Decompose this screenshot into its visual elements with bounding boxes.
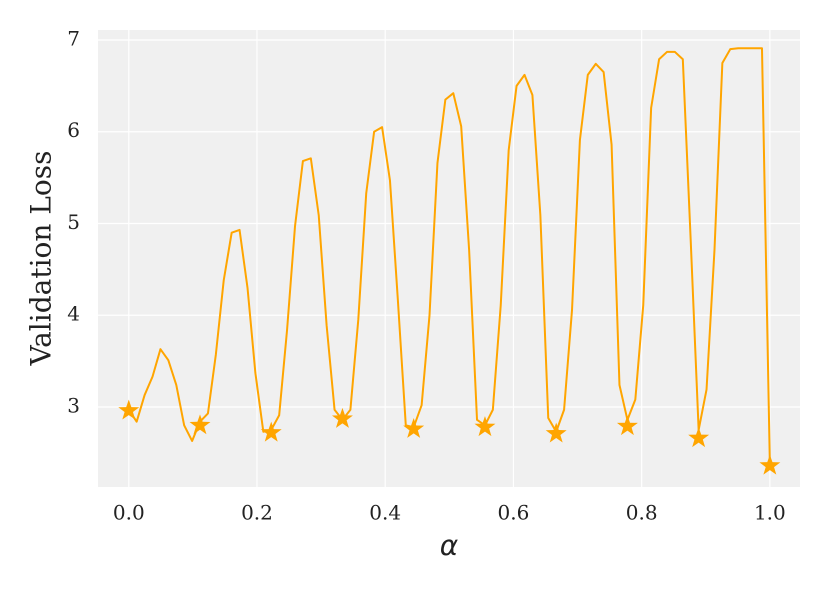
line	[127, 47, 771, 465]
y-axis-label: Validation Loss	[25, 150, 58, 366]
y-tick-label: 6	[67, 118, 80, 142]
y-tick-label: 7	[67, 27, 80, 51]
star-marker	[616, 415, 638, 436]
x-tick-label: 0.0	[113, 501, 145, 525]
star-marker	[403, 418, 425, 438]
star-marker	[189, 414, 211, 435]
y-tick-label: 4	[67, 302, 80, 326]
x-tick-label: 0.6	[498, 501, 530, 525]
star-marker	[260, 421, 282, 442]
star-marker	[688, 427, 710, 448]
plot-area	[98, 30, 800, 487]
x-tick-label: 1.0	[754, 501, 786, 525]
x-axis-label: α	[440, 529, 459, 562]
x-tick-label: 0.4	[369, 501, 401, 525]
star-marker	[331, 407, 353, 428]
x-tick-label: 0.2	[241, 501, 273, 525]
star-marker	[759, 454, 781, 475]
star-marker	[545, 422, 567, 443]
x-tick-label: 0.8	[626, 501, 658, 525]
y-tick-label: 3	[67, 393, 80, 417]
star-marker	[474, 416, 496, 437]
y-tick-label: 5	[67, 210, 80, 234]
star-marker	[118, 399, 140, 420]
